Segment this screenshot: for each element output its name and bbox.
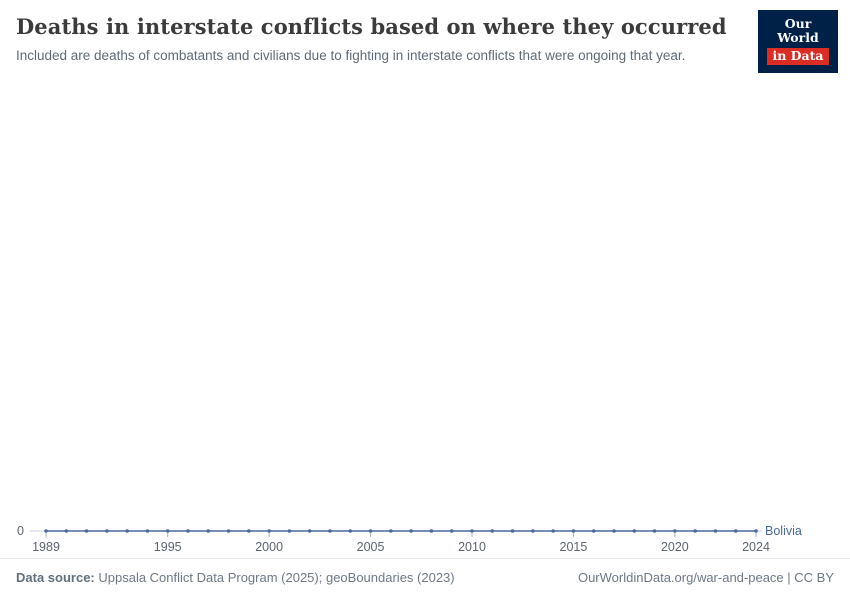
data-point[interactable]: [632, 529, 637, 533]
x-tick-label: 1995: [154, 540, 182, 554]
data-point[interactable]: [226, 529, 231, 533]
data-point[interactable]: [754, 529, 758, 533]
data-point[interactable]: [490, 529, 495, 533]
data-point[interactable]: [733, 529, 738, 533]
credit-link[interactable]: OurWorldinData.org/war-and-peace | CC BY: [577, 570, 834, 585]
x-tick-label: 2005: [357, 540, 385, 554]
data-point[interactable]: [165, 529, 170, 533]
data-source: Data source: Uppsala Conflict Data Progr…: [16, 570, 455, 585]
page-subtitle: Included are deaths of combatants and ci…: [16, 48, 686, 63]
data-point[interactable]: [247, 529, 251, 533]
data-point[interactable]: [571, 529, 576, 533]
entity-label[interactable]: Bolivia: [765, 524, 802, 538]
data-point[interactable]: [693, 529, 697, 533]
data-point[interactable]: [267, 529, 271, 533]
data-point[interactable]: [328, 529, 332, 533]
data-point[interactable]: [531, 529, 535, 533]
owid-logo[interactable]: Our World in Data: [758, 10, 838, 74]
owid-logo-line1: Our World: [777, 16, 819, 46]
chart-footer: Data source: Uppsala Conflict Data Progr…: [0, 558, 850, 600]
data-point[interactable]: [652, 529, 657, 533]
x-tick-label: 2000: [255, 540, 283, 554]
data-source-label: Data source:: [16, 570, 95, 585]
data-point[interactable]: [591, 529, 596, 533]
data-point[interactable]: [287, 529, 292, 533]
x-tick-label: 2020: [661, 540, 689, 554]
data-point[interactable]: [612, 529, 616, 533]
y-tick-label: 0: [17, 524, 24, 538]
data-point[interactable]: [429, 529, 434, 533]
data-point[interactable]: [186, 529, 190, 533]
data-point[interactable]: [510, 529, 515, 533]
chart-area[interactable]: 1989 1995 2000 2005 2010 2015 2020 2024 0 Bolivia: [0, 100, 850, 560]
x-tick-label: 2015: [560, 540, 588, 554]
data-point[interactable]: [368, 529, 373, 533]
data-source-text: Uppsala Conflict Data Program (2025); ge…: [94, 570, 455, 585]
page-title: Deaths in interstate conflicts based on …: [16, 14, 727, 39]
data-point[interactable]: [105, 529, 109, 533]
data-point[interactable]: [470, 529, 474, 533]
x-tick-label: 2010: [458, 540, 486, 554]
x-tick-label: 1989: [32, 540, 60, 554]
data-point[interactable]: [389, 529, 393, 533]
data-point[interactable]: [307, 529, 312, 533]
data-point[interactable]: [44, 529, 48, 533]
owid-logo-line2: in Data: [767, 47, 829, 66]
data-point[interactable]: [673, 529, 677, 533]
data-point[interactable]: [206, 529, 211, 533]
data-point[interactable]: [125, 529, 129, 533]
data-point[interactable]: [551, 529, 555, 533]
chart-header: Deaths in interstate conflicts based on …: [16, 14, 750, 66]
data-point[interactable]: [64, 529, 69, 533]
data-point[interactable]: [449, 529, 454, 533]
x-tick-label: 2024: [742, 540, 770, 554]
data-point[interactable]: [409, 529, 413, 533]
data-point[interactable]: [348, 529, 353, 533]
data-point[interactable]: [145, 529, 150, 533]
data-point[interactable]: [713, 529, 718, 533]
data-point[interactable]: [84, 529, 89, 533]
